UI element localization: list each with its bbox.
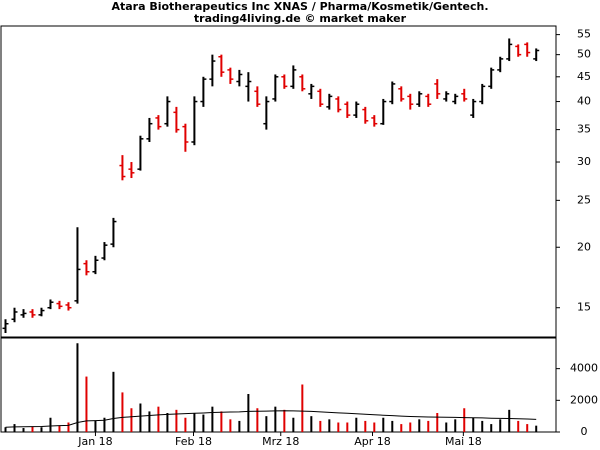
price-frame <box>0 25 557 338</box>
x-tick-label: Mai 18 <box>445 435 482 448</box>
y2-tick-label: 0 <box>581 425 588 438</box>
y2-tick-label: 2000 <box>570 393 598 406</box>
y-tick-label: 45 <box>577 70 591 83</box>
y-tick-label: 40 <box>577 95 591 108</box>
chart-subtitle: trading4living.de © market maker <box>194 12 407 25</box>
y-tick-label: 35 <box>577 123 591 136</box>
y-tick-label: 50 <box>577 48 591 61</box>
chart-title: Atara Biotherapeutics Inc XNAS / Pharma/… <box>111 0 488 13</box>
x-tick-label: Feb 18 <box>175 435 212 448</box>
y-tick-label: 15 <box>577 301 591 314</box>
y-tick-label: 25 <box>577 193 591 206</box>
y-tick-label: 20 <box>577 240 591 253</box>
x-tick-label: Mrz 18 <box>262 435 299 448</box>
x-tick-label: Jan 18 <box>77 435 112 448</box>
y-tick-label: 30 <box>577 155 591 168</box>
y2-tick-label: 4000 <box>570 362 598 375</box>
volume-average <box>5 410 537 428</box>
volume-frame <box>0 337 557 433</box>
y-tick-label: 55 <box>577 28 591 41</box>
x-tick-label: Apr 18 <box>354 435 391 448</box>
